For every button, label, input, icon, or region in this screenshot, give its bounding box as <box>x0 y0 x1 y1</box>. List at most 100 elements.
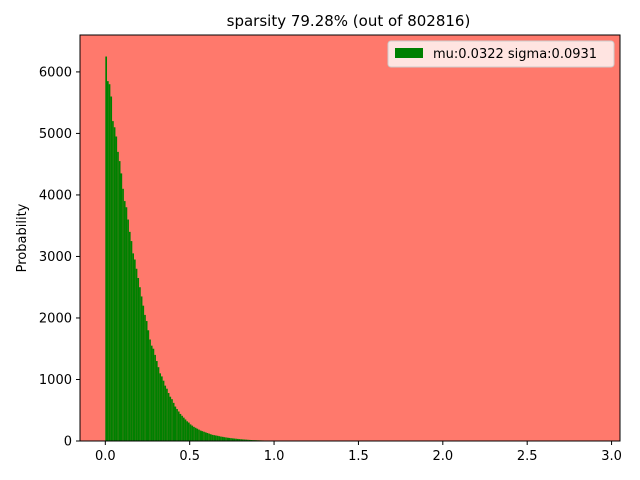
histogram-bar <box>117 151 119 441</box>
y-tick-label: 4000 <box>39 188 72 203</box>
x-tick-label: 0.0 <box>95 449 116 464</box>
histogram-bar <box>243 439 246 441</box>
histogram-bar <box>248 439 251 441</box>
x-tick-label: 2.5 <box>517 449 538 464</box>
histogram-bar <box>171 399 173 441</box>
legend-label: mu:0.0322 sigma:0.0931 <box>433 47 597 62</box>
histogram-bar <box>191 425 194 441</box>
histogram-bar <box>147 330 150 441</box>
histogram-bars <box>105 56 308 442</box>
histogram-bar <box>215 435 217 441</box>
legend-box <box>387 40 615 68</box>
y-tick-label: 1000 <box>39 373 72 388</box>
histogram-bar <box>110 96 113 442</box>
legend: mu:0.0322 sigma:0.0931 <box>387 40 615 68</box>
histogram-bar <box>123 201 126 441</box>
histogram-bar <box>189 424 192 441</box>
histogram-bar <box>152 348 155 441</box>
histogram-bar <box>211 434 214 441</box>
histogram-bar <box>238 439 241 441</box>
y-axis: 0 1000 2000 3000 4000 5000 6000 <box>39 65 80 450</box>
histogram-bar <box>140 296 143 441</box>
histogram-bar <box>177 411 180 441</box>
histogram-bar <box>240 439 242 441</box>
legend-swatch <box>395 48 423 58</box>
y-tick-label: 5000 <box>39 127 72 142</box>
histogram-bar <box>162 380 165 441</box>
histogram-bar <box>225 437 227 441</box>
histogram-bar <box>245 439 248 441</box>
histogram-bar <box>188 422 190 441</box>
histogram-bar <box>115 136 118 441</box>
histogram-bar <box>135 268 138 441</box>
histogram-bar <box>120 173 123 441</box>
histogram-bar <box>139 287 141 441</box>
histogram-bar <box>233 438 236 441</box>
histogram-bar <box>236 438 239 441</box>
histogram-bar <box>223 437 226 441</box>
histogram-bar <box>186 421 188 441</box>
histogram-bar <box>208 433 210 441</box>
histogram-bar <box>118 161 121 441</box>
histogram-bar <box>108 84 111 441</box>
y-tick-label: 0 <box>64 435 72 450</box>
histogram-bar <box>132 253 134 441</box>
histogram-bar <box>221 436 224 441</box>
histogram-bar <box>198 429 200 441</box>
histogram-bar <box>164 385 167 441</box>
histogram-bar <box>181 415 183 441</box>
histogram-bar <box>145 321 148 441</box>
histogram-bar <box>179 413 182 441</box>
y-tick-label: 3000 <box>39 250 72 265</box>
x-tick-label: 2.0 <box>432 449 453 464</box>
histogram-bar <box>161 376 163 441</box>
histogram-bar <box>125 207 128 441</box>
histogram-bar <box>169 396 172 441</box>
histogram-bar <box>128 231 131 441</box>
histogram-bar <box>107 81 109 442</box>
plot-frame <box>79 34 621 442</box>
histogram-bar <box>184 419 187 441</box>
histogram-bar <box>130 241 133 441</box>
x-tick-label: 3.0 <box>601 449 622 464</box>
histogram-bar <box>182 417 185 441</box>
histogram-bar <box>157 367 160 441</box>
histogram-bar <box>196 428 199 441</box>
histogram-bar <box>176 409 178 441</box>
histogram-bar <box>172 402 175 441</box>
y-axis-label: Probability <box>15 203 30 272</box>
histogram-bar <box>216 435 219 441</box>
histogram-bar <box>226 437 229 441</box>
x-tick-label: 0.5 <box>179 449 200 464</box>
histogram-bar <box>105 56 107 441</box>
histogram-bar <box>199 430 202 441</box>
x-axis: 0.0 0.5 1.0 1.5 2.0 2.5 3.0 <box>95 441 622 464</box>
histogram-bar <box>235 438 237 441</box>
histogram-bar <box>144 314 146 441</box>
histogram-bar <box>150 345 153 441</box>
histogram-bar <box>142 305 145 441</box>
histogram-bar <box>193 426 195 441</box>
histogram-bar <box>137 277 140 441</box>
histogram-bar <box>127 219 129 441</box>
histogram-bar <box>194 427 197 441</box>
histogram-bar <box>113 127 116 441</box>
plot-area <box>80 35 620 441</box>
histogram-bar <box>154 354 156 441</box>
histogram-bar <box>159 373 161 441</box>
y-tick-label: 2000 <box>39 311 72 326</box>
histogram-bar <box>231 438 234 441</box>
histogram-bar <box>174 406 177 441</box>
chart-title: sparsity 79.28% (out of 802816) <box>227 12 471 30</box>
x-tick-label: 1.5 <box>348 449 369 464</box>
histogram-bar <box>166 388 168 441</box>
histogram-bar <box>204 432 207 441</box>
histogram-bar <box>220 436 222 441</box>
y-tick-label: 6000 <box>39 65 72 80</box>
histogram-bar <box>230 438 232 441</box>
histogram-bar <box>134 259 136 441</box>
histogram-bar <box>247 439 249 441</box>
histogram-bar <box>112 121 114 441</box>
histogram-bar <box>206 433 209 441</box>
